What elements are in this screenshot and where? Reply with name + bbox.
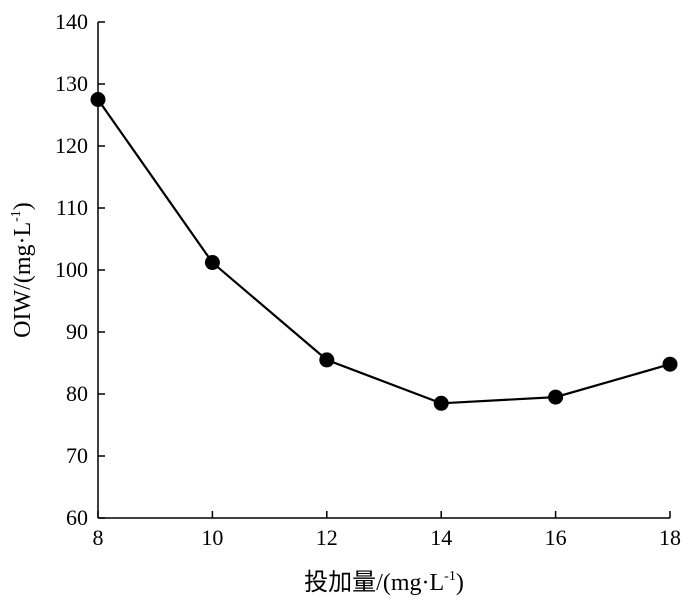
data-point [548,389,564,405]
data-point [204,255,220,271]
y-tick-label: 60 [66,505,88,530]
y-axis-title: OIW/(mg·L-1) [9,202,36,338]
data-point [433,395,449,411]
y-tick-label: 90 [66,319,88,344]
y-tick-label: 110 [56,195,88,220]
y-tick-label: 70 [66,443,88,468]
x-axis-title: 投加量/(mg·L-1) [304,569,464,596]
x-ticks: 8 10 12 14 16 18 [93,511,681,550]
y-tick-label: 80 [66,381,88,406]
y-tick-label: 100 [55,257,88,282]
x-tick-label: 8 [93,525,104,550]
y-axis-title-main: OIW/(mg·L [10,222,36,338]
y-tick-label: 120 [55,133,88,158]
data-point [90,92,106,107]
x-axis-title-sup: -1 [444,569,456,584]
x-axis-title-close: ) [456,570,464,596]
y-axis-title-close: ) [10,202,36,210]
y-tick-label: 140 [55,9,88,34]
x-tick-label: 12 [316,525,338,550]
x-tick-label: 18 [659,525,681,550]
data-point [319,352,335,368]
data-point [662,356,678,372]
y-ticks: 60 70 80 90 100 110 120 130 140 [55,9,105,530]
y-tick-label: 130 [55,71,88,96]
series-line [97,98,671,405]
axes [97,22,670,519]
x-tick-label: 10 [201,525,223,550]
y-axis-title-sup: -1 [9,210,24,222]
x-axis-title-main: 投加量/(mg·L [304,569,444,596]
x-tick-label: 16 [545,525,567,550]
series [90,92,678,411]
x-tick-label: 14 [430,525,452,550]
